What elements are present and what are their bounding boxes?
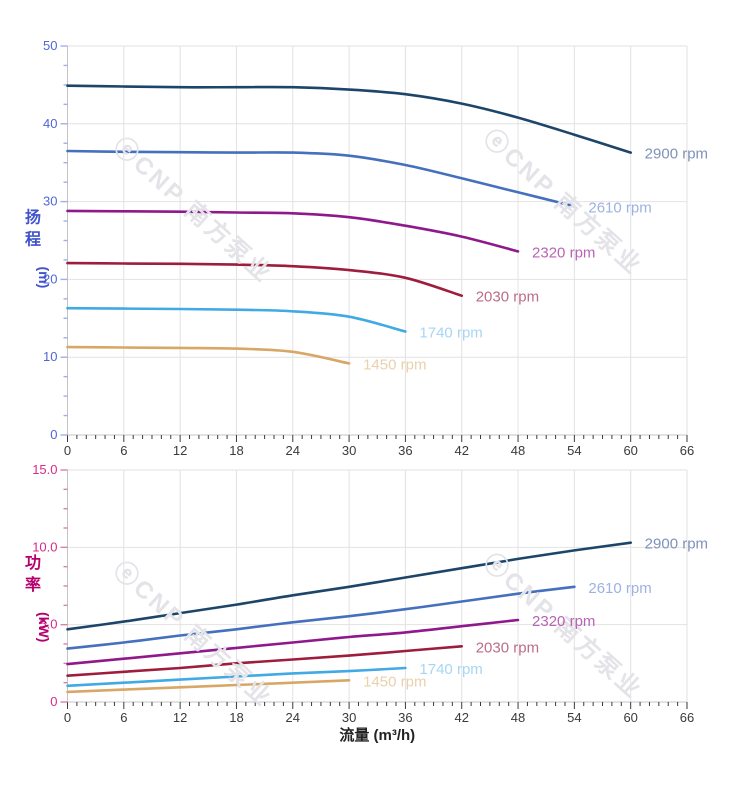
x-tick-label: 0 [64,443,71,458]
y-tick-label: 10.0 [32,539,57,554]
x-tick-label: 24 [286,710,300,725]
curve-label-1740-rpm: 1740 rpm [419,325,482,342]
x-tick-label: 42 [454,710,468,725]
y-tick-label: 30 [43,194,57,209]
y-axis-title: 扬 [25,208,41,227]
x-tick-label: 18 [229,443,243,458]
curve-label-2030-rpm: 2030 rpm [476,289,539,306]
y-tick-label: 10 [43,349,57,364]
power-curves-chart [60,469,688,709]
x-tick-label: 66 [680,443,694,458]
curve-label-1450-rpm: 1450 rpm [363,673,426,690]
y-tick-label: 50 [43,38,57,53]
curve-2030-rpm [66,261,463,297]
x-tick-label: 6 [120,710,127,725]
y-axis-unit: (m) [36,267,52,289]
curve-2900-rpm [66,541,632,631]
curve-2610-rpm [66,149,576,208]
x-tick-label: 30 [342,443,356,458]
curve-label-2900-rpm: 2900 rpm [645,146,708,163]
y-axis-title: 程 [25,231,41,249]
curve-1740-rpm [66,306,407,333]
y-tick-label: 20 [43,271,57,286]
x-tick-label: 42 [454,443,468,458]
y-axis-unit: (kW) [36,612,52,642]
curve-2030-rpm [66,645,463,677]
x-axis-title: 流量 (m³/h) [339,726,415,744]
curve-1450-rpm [66,345,351,365]
curve-1450-rpm [66,679,351,694]
x-tick-label: 18 [229,710,243,725]
curve-2320-rpm [66,209,520,253]
y-tick-label: 5.0 [39,617,57,632]
x-tick-label: 66 [680,710,694,725]
x-tick-label: 54 [567,443,581,458]
curve-label-1450-rpm: 1450 rpm [363,356,426,373]
x-tick-label: 48 [511,710,525,725]
curve-label-2610-rpm: 2610 rpm [588,199,651,216]
curve-label-2030-rpm: 2030 rpm [476,639,539,656]
x-tick-label: 24 [286,443,300,458]
y-tick-label: 40 [43,116,57,131]
y-tick-label: 15.0 [32,462,57,477]
curve-2610-rpm [66,585,576,650]
curve-label-2900-rpm: 2900 rpm [645,536,708,553]
y-axis-title: 功 [25,554,41,572]
curve-label-2320-rpm: 2320 rpm [532,613,595,630]
curve-2320-rpm [66,618,520,666]
curve-label-1740-rpm: 1740 rpm [419,661,482,678]
y-axis-title: 率 [25,575,41,594]
curve-label-2610-rpm: 2610 rpm [588,580,651,597]
x-tick-label: 12 [173,443,187,458]
y-tick-label: 0 [50,427,57,442]
curve-1740-rpm [66,666,407,688]
x-tick-label: 60 [623,710,637,725]
x-tick-label: 6 [120,443,127,458]
curve-label-2320-rpm: 2320 rpm [532,244,595,261]
head-curves-chart [60,45,688,442]
x-tick-label: 54 [567,710,581,725]
x-tick-label: 48 [511,443,525,458]
x-tick-label: 36 [398,710,412,725]
x-tick-label: 36 [398,443,412,458]
x-tick-label: 30 [342,710,356,725]
x-tick-label: 12 [173,710,187,725]
curve-2900-rpm [66,84,632,154]
x-tick-label: 0 [64,710,71,725]
x-tick-label: 60 [623,443,637,458]
y-tick-label: 0 [50,694,57,709]
